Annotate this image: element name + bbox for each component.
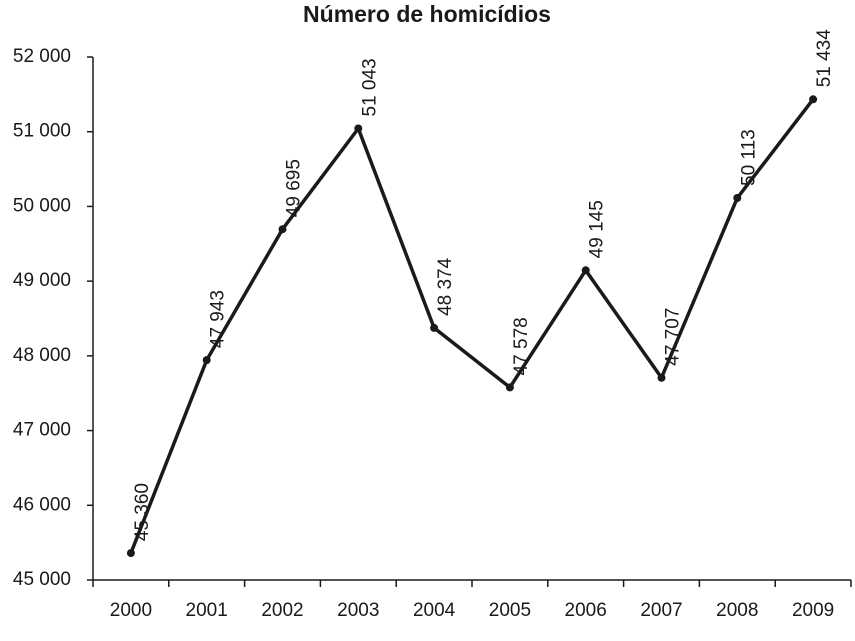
- x-tick-label: 2004: [413, 600, 456, 621]
- x-tick-label: 2007: [640, 600, 682, 621]
- data-label: 47 578: [511, 317, 532, 375]
- data-label: 48 374: [435, 257, 456, 316]
- x-tick-label: 2009: [792, 600, 834, 621]
- data-label: 47 707: [663, 308, 684, 366]
- x-tick-label: 2005: [489, 600, 531, 621]
- x-tick-label: 2006: [565, 600, 607, 621]
- y-tick-label: 49 000: [13, 270, 71, 291]
- data-label: 51 043: [359, 58, 380, 116]
- y-tick-label: 52 000: [13, 46, 71, 67]
- point: [581, 266, 590, 275]
- y-tick-label: 46 000: [13, 494, 71, 515]
- data-label: 45 360: [132, 483, 153, 541]
- data-label: 47 943: [208, 290, 229, 348]
- point: [505, 383, 514, 392]
- point: [430, 323, 439, 332]
- x-tick-label: 2001: [186, 600, 228, 621]
- y-tick-label: 50 000: [13, 195, 71, 216]
- line: [129, 98, 815, 554]
- point: [657, 373, 666, 382]
- x-tick-label: 2002: [261, 600, 303, 621]
- point: [354, 124, 363, 133]
- point: [202, 356, 211, 365]
- x-tick-label: 2000: [110, 600, 152, 621]
- data-label: 50 113: [738, 129, 759, 186]
- x-tick-label: 2008: [716, 600, 758, 621]
- y-tick-label: 45 000: [13, 569, 71, 590]
- point: [809, 95, 818, 104]
- chart-title: Número de homicídios: [303, 1, 551, 27]
- data-label: 51 434: [814, 29, 835, 88]
- data-label: 49 145: [587, 200, 608, 258]
- point: [278, 225, 287, 234]
- point: [733, 193, 742, 202]
- point: [126, 549, 135, 558]
- y-tick-label: 47 000: [13, 420, 71, 441]
- data-label: 49 695: [284, 159, 305, 217]
- y-tick-label: 48 000: [13, 345, 71, 366]
- x-tick-label: 2003: [337, 600, 379, 621]
- y-tick-label: 51 000: [13, 121, 71, 142]
